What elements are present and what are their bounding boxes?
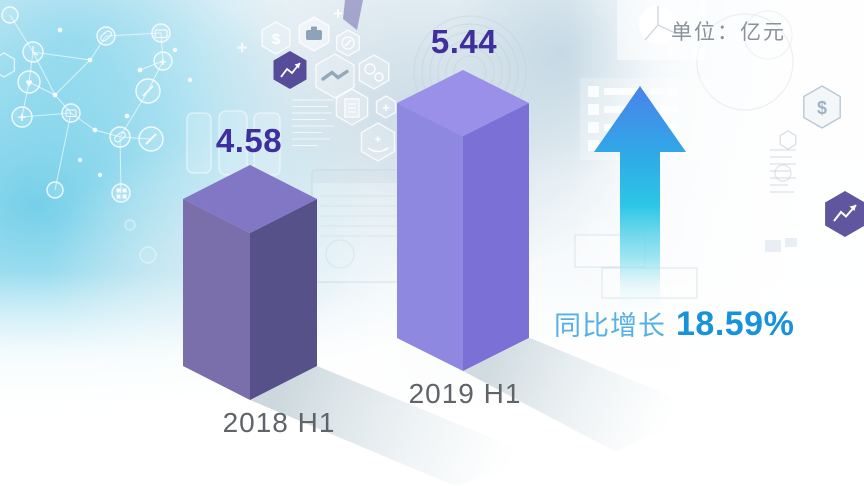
svg-text:+: + (18, 109, 26, 125)
circle-glyphs: + + ♥ + + (18, 4, 343, 199)
bar-2019-left-face (397, 103, 463, 371)
right-edge-hexagons: $ (765, 85, 864, 252)
svg-text:+: + (375, 134, 381, 146)
dot-circle (139, 246, 157, 264)
svg-text:$: $ (817, 98, 827, 118)
small-hexagon-icon (779, 130, 797, 150)
bar-2018 (183, 165, 317, 400)
bar-2019-shadow (463, 338, 705, 452)
svg-text:+: + (382, 100, 390, 115)
value-label-2019: 5.44 (430, 23, 498, 60)
phone-outline-icons (186, 110, 281, 176)
small-circle-icon (774, 164, 792, 182)
bar-2018-right-face (250, 199, 317, 400)
growth-annotation: 同比增长 18.59% (554, 304, 794, 344)
bar-2018-top-face (183, 165, 317, 233)
chart-hexagon-icon (273, 51, 307, 89)
svg-text:+: + (159, 55, 166, 69)
growth-arrow-icon (594, 86, 686, 312)
svg-text:+: + (333, 4, 343, 23)
bar-2019 (397, 70, 529, 371)
category-label-2019: 2019 H1 (408, 378, 522, 409)
svg-text:$: $ (272, 31, 281, 48)
value-label-2018: 4.58 (215, 122, 283, 159)
hexagon-cluster: $ + + (261, 0, 397, 162)
growth-label: 同比增长 (554, 311, 666, 341)
hands-heart-hexagon-icon (360, 122, 396, 162)
bar-2018-left-face (183, 199, 250, 400)
plus-icon (153, 51, 173, 71)
svg-text:+: + (236, 38, 247, 59)
document-hexagon-icon (335, 88, 369, 126)
edge-hexagon-icon (0, 52, 16, 78)
medical-cross-icon (11, 106, 33, 128)
faint-arc (743, 10, 793, 60)
svg-text:♥: ♥ (25, 76, 32, 90)
bar-2018-shadow (250, 366, 545, 486)
dollar-hexagon-icon (261, 21, 291, 55)
growth-value: 18.59% (676, 305, 795, 343)
camera2-icon (61, 103, 81, 123)
dollar-hexagon-icon (803, 85, 841, 129)
tiny-text-lines (292, 99, 334, 147)
faint-arc (696, 13, 794, 111)
cross-hexagon-icon (375, 95, 397, 119)
unit-label: 单位：亿元 (671, 21, 786, 44)
shield-icon (1, 6, 19, 24)
dot-circle (46, 181, 64, 199)
network-dots (52, 27, 193, 178)
heart-icon (17, 70, 41, 94)
bar-2019-top-face (397, 70, 529, 136)
dot-circle (124, 219, 136, 231)
purple-streak (343, 0, 363, 30)
text-line-column (770, 149, 796, 193)
category-label-2018: 2018 H1 (222, 407, 336, 438)
bar-2019-right-face (463, 103, 529, 371)
pill2-icon (109, 126, 131, 148)
